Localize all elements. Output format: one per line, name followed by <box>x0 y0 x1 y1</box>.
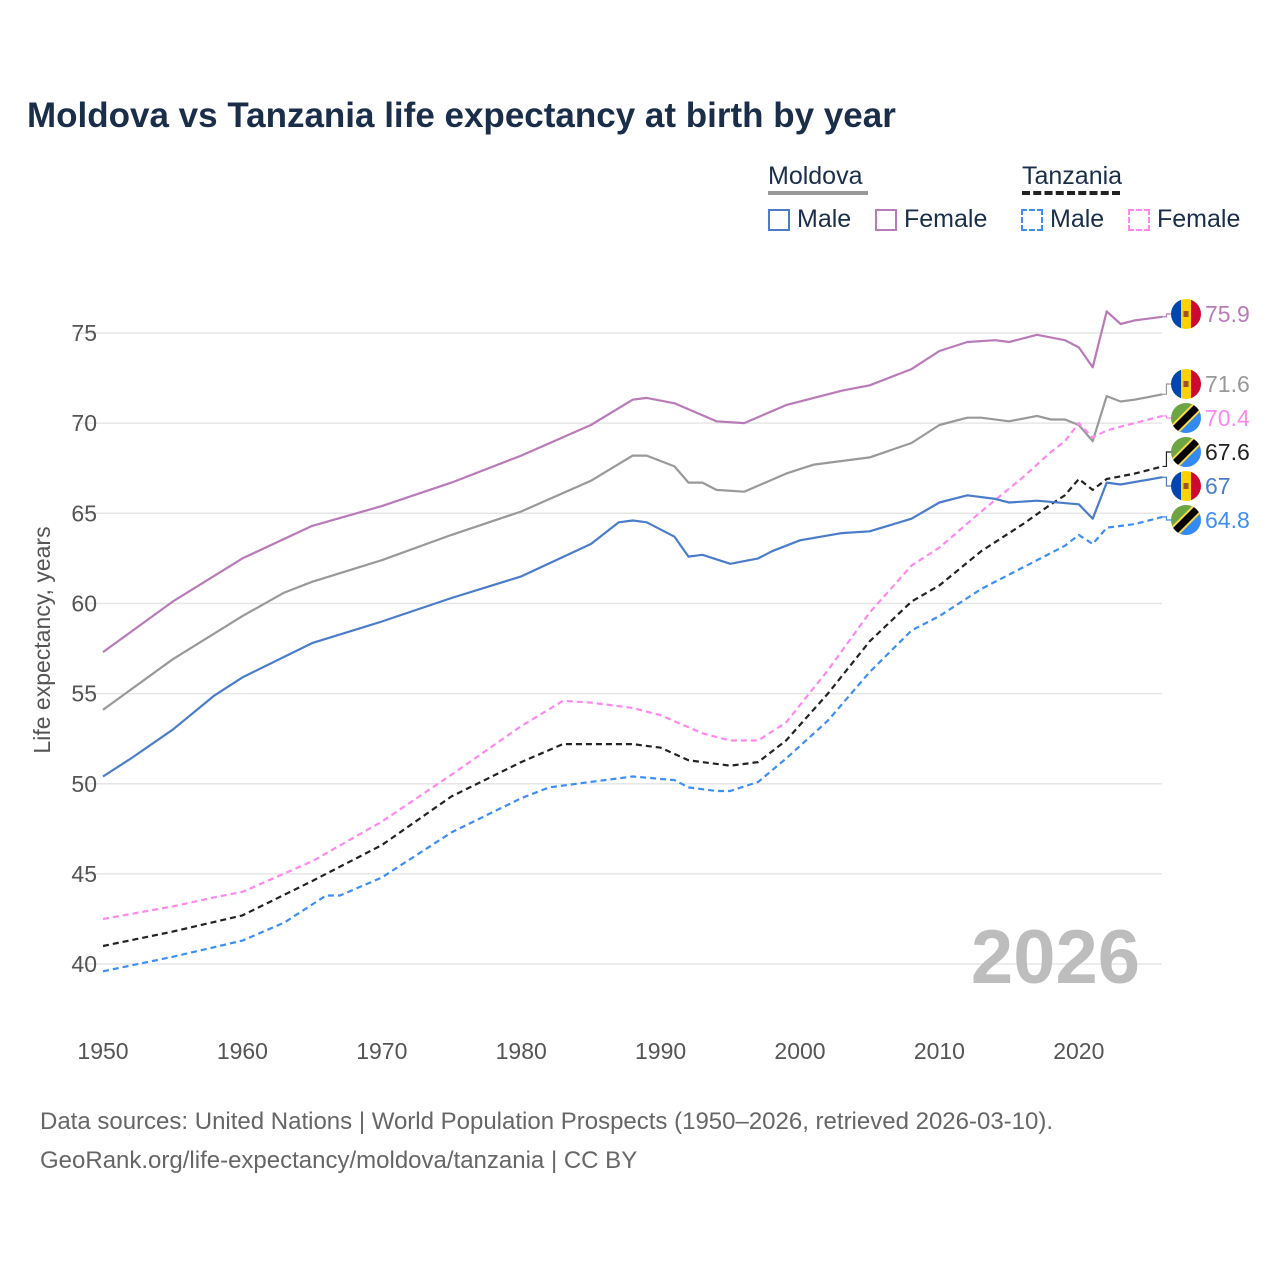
legend-swatch <box>1128 208 1150 231</box>
source-note: Data sources: United Nations | World Pop… <box>40 1108 1054 1135</box>
flag-body <box>1171 299 1201 329</box>
y-tick-label: 70 <box>71 410 97 436</box>
flag-body <box>1171 369 1201 399</box>
end-value-label: 64.8 <box>1205 507 1250 533</box>
flag-stripe <box>1171 471 1181 501</box>
x-tick-label: 1990 <box>635 1038 686 1064</box>
label-connector <box>1162 415 1173 419</box>
flag-black-band <box>1171 403 1201 433</box>
end-value-label: 67.6 <box>1205 439 1250 465</box>
series-line-tanzania <box>102 465 1163 948</box>
label-connector <box>1162 516 1173 521</box>
moldova-flag-icon <box>1171 471 1201 501</box>
moldova-flag-icon <box>1171 369 1201 399</box>
flag-emblem <box>1183 381 1189 387</box>
series-line-moldova-female <box>102 310 1163 653</box>
tanzania-flag-icon <box>1171 505 1201 535</box>
flag-body <box>1171 437 1201 467</box>
legend-item-tanzania-female: Female <box>1128 205 1240 234</box>
label-connector <box>1162 476 1173 487</box>
chart-title: Moldova vs Tanzania life expectancy at b… <box>27 96 896 135</box>
legend-swatch <box>768 208 790 231</box>
flag-emblem <box>1183 311 1189 317</box>
legend-swatch <box>1021 208 1043 231</box>
flag-black-band <box>1171 437 1201 467</box>
end-value-label: 75.9 <box>1205 301 1250 327</box>
legend-swatch <box>875 208 897 231</box>
x-tick-label: 1980 <box>496 1038 547 1064</box>
end-value-label: 71.6 <box>1205 371 1250 397</box>
y-tick-label: 40 <box>71 951 97 977</box>
series-line-tanzania-female <box>102 414 1163 921</box>
moldova-flag-icon <box>1171 299 1201 329</box>
legend-country-moldova: Moldova <box>768 162 863 190</box>
tanzania-flag-icon <box>1171 437 1201 467</box>
legend-label: Female <box>1157 205 1241 233</box>
legend-line-moldova <box>768 191 868 195</box>
flag-black-band <box>1171 505 1201 535</box>
y-tick-label: 55 <box>71 681 97 707</box>
y-tick-label: 60 <box>71 590 97 616</box>
legend-country-tanzania: Tanzania <box>1022 162 1123 190</box>
label-connector <box>1162 383 1173 395</box>
flag-emblem <box>1183 483 1189 489</box>
legend-label: Male <box>1050 205 1105 233</box>
legend-label: Female <box>904 205 988 233</box>
legend-item-moldova-male: Male <box>768 205 851 234</box>
series-line-tanzania-male <box>102 515 1163 973</box>
flag-stripe <box>1191 299 1201 329</box>
flag-body <box>1171 505 1201 535</box>
flag-body <box>1171 471 1201 501</box>
x-tick-label: 1970 <box>356 1038 407 1064</box>
x-tick-label: 1950 <box>77 1038 128 1064</box>
flag-stripe <box>1171 369 1181 399</box>
source-url: GeoRank.org/life-expectancy/moldova/tanz… <box>40 1147 638 1174</box>
y-tick-label: 45 <box>71 861 97 887</box>
tanzania-flag-icon <box>1171 403 1201 433</box>
label-connector <box>1162 451 1173 468</box>
flag-body <box>1171 403 1201 433</box>
x-tick-label: 2010 <box>914 1038 965 1064</box>
end-value-label: 70.4 <box>1205 405 1250 431</box>
flag-stripe <box>1191 471 1201 501</box>
y-tick-label: 65 <box>71 500 97 526</box>
legend-label: Male <box>797 205 852 233</box>
year-watermark: 2026 <box>971 915 1140 1000</box>
y-tick-label: 50 <box>71 771 97 797</box>
y-tick-label: 75 <box>71 320 97 346</box>
flag-stripe <box>1171 299 1181 329</box>
x-tick-label: 2000 <box>774 1038 825 1064</box>
legend-item-tanzania-male: Male <box>1021 205 1104 234</box>
label-connector <box>1162 313 1173 318</box>
series-line-moldova-male <box>102 476 1163 778</box>
legend-line-tanzania <box>1022 191 1120 195</box>
x-tick-label: 2020 <box>1053 1038 1104 1064</box>
end-value-label: 67 <box>1205 473 1231 499</box>
series-line-moldova <box>102 393 1163 711</box>
legend-item-moldova-female: Female <box>875 205 987 234</box>
flag-stripe <box>1191 369 1201 399</box>
x-tick-label: 1960 <box>217 1038 268 1064</box>
y-axis-label: Life expectancy, years <box>29 526 55 753</box>
